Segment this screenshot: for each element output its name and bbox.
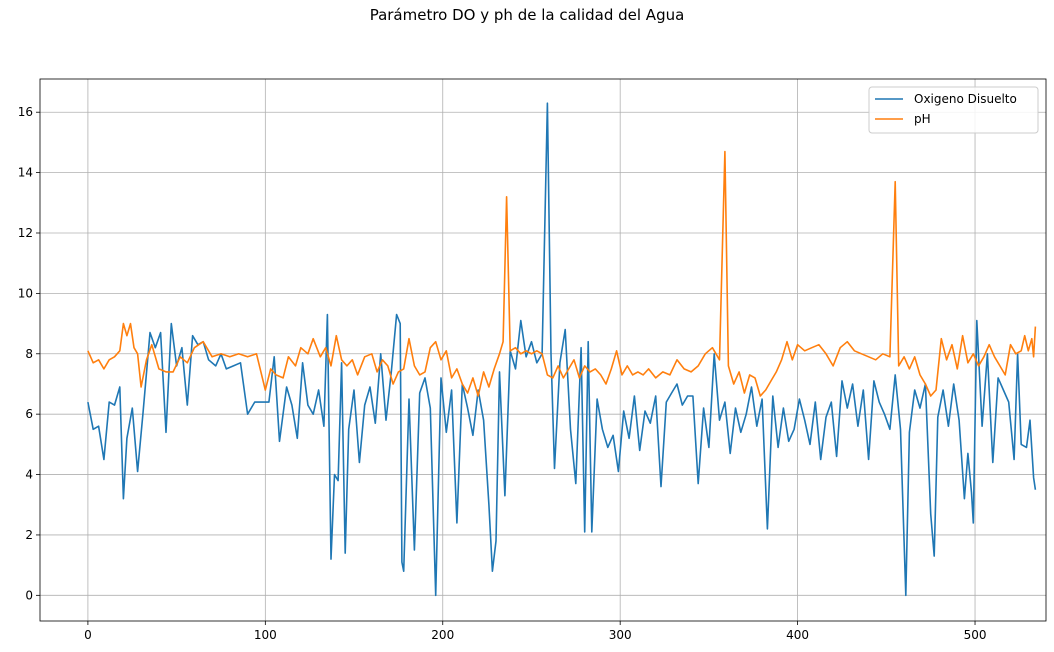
y-tick-label: 14 <box>18 166 33 180</box>
series-layer <box>87 102 1037 597</box>
legend-label: pH <box>914 112 931 126</box>
y-tick-label: 0 <box>25 588 33 602</box>
y-tick-label: 2 <box>25 528 33 542</box>
x-tick-label: 500 <box>964 628 987 642</box>
series-line-oxigeno-disuelto <box>87 102 1037 597</box>
chart-title: Parámetro DO y ph de la calidad del Agua <box>369 6 685 24</box>
x-tick-label: 300 <box>609 628 632 642</box>
legend-box <box>868 86 1039 134</box>
series-line-ph <box>87 150 1037 397</box>
y-tick-label: 16 <box>18 105 33 119</box>
x-tick-label: 100 <box>254 628 277 642</box>
x-tick-label: 0 <box>84 628 92 642</box>
x-tick-label: 400 <box>786 628 809 642</box>
y-tick-label: 6 <box>25 407 33 421</box>
y-tick-label: 4 <box>25 468 33 482</box>
y-tick-label: 10 <box>18 286 33 300</box>
axis-ticks: 0 100 200 300 400 500 0 2 4 6 8 10 12 14 16 <box>18 105 987 642</box>
plot-frame <box>39 78 1047 622</box>
legend: Oxigeno Disuelto pH <box>868 86 1039 134</box>
x-tick-label: 200 <box>431 628 454 642</box>
legend-label: Oxigeno Disuelto <box>914 92 1017 106</box>
y-tick-label: 8 <box>25 347 33 361</box>
y-tick-label: 12 <box>18 226 33 240</box>
